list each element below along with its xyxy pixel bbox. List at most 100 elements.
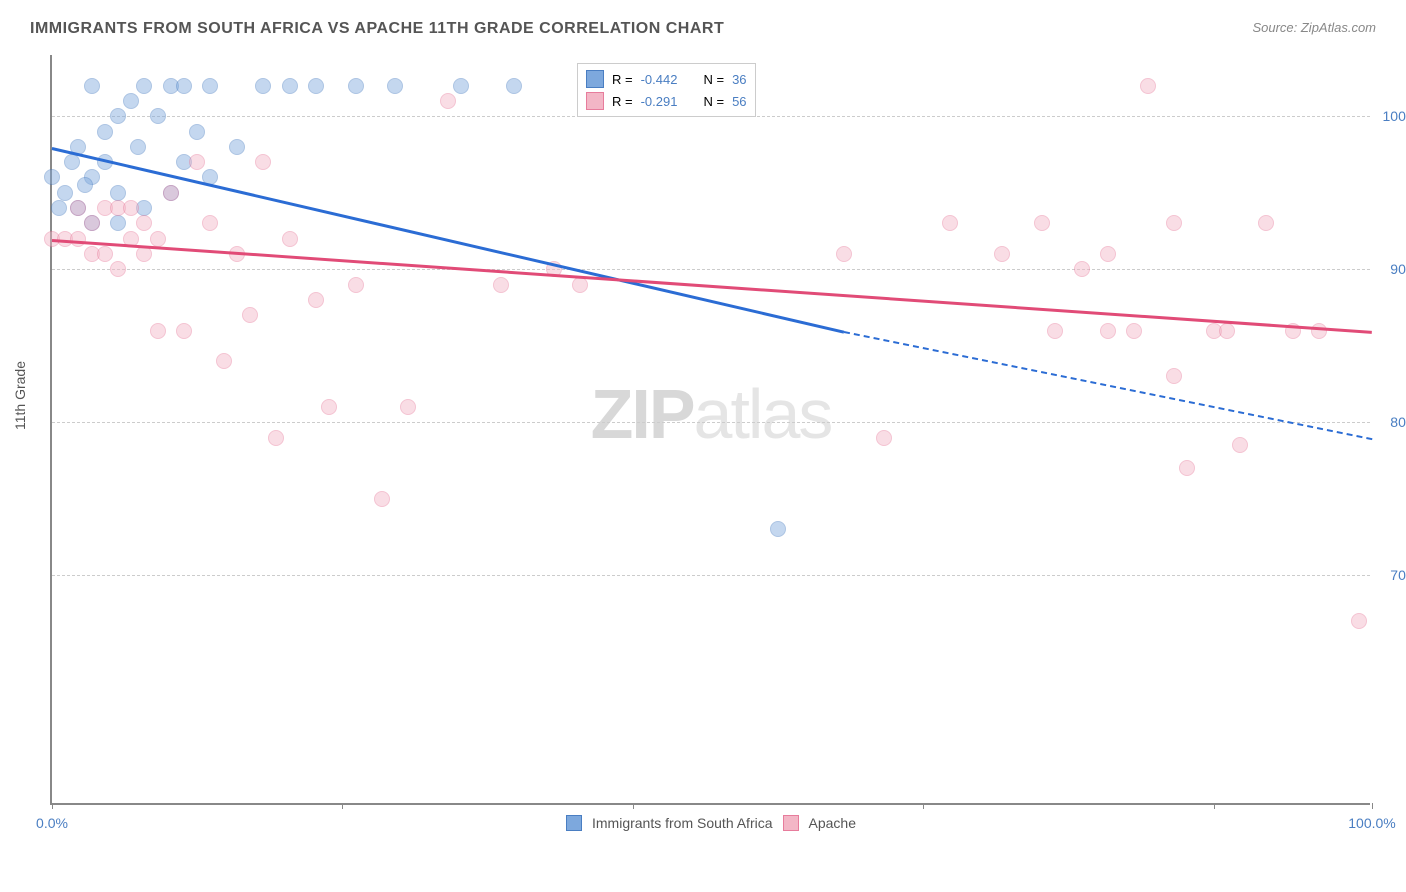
data-point <box>110 185 126 201</box>
data-point <box>506 78 522 94</box>
data-point <box>51 200 67 216</box>
data-point <box>321 399 337 415</box>
y-axis-label: 11th Grade <box>12 361 28 430</box>
data-point <box>176 323 192 339</box>
watermark: ZIPatlas <box>591 374 832 454</box>
data-point <box>110 108 126 124</box>
chart-title: IMMIGRANTS FROM SOUTH AFRICA VS APACHE 1… <box>30 20 724 38</box>
data-point <box>374 491 390 507</box>
data-point <box>123 93 139 109</box>
data-point <box>282 78 298 94</box>
data-point <box>282 231 298 247</box>
x-tick <box>1372 803 1373 809</box>
data-point <box>1074 261 1090 277</box>
data-point <box>70 231 86 247</box>
correlation-legend: R = -0.442 N = 36R = -0.291 N = 56 <box>577 63 756 117</box>
data-point <box>150 231 166 247</box>
data-point <box>163 185 179 201</box>
data-point <box>255 154 271 170</box>
gridline <box>52 116 1370 117</box>
legend-row: R =-0.291N =56 <box>586 90 747 112</box>
y-tick-label: 70.0% <box>1390 567 1406 583</box>
data-point <box>942 215 958 231</box>
x-tick <box>342 803 343 809</box>
data-point <box>770 521 786 537</box>
data-point <box>70 200 86 216</box>
data-point <box>84 215 100 231</box>
data-point <box>202 78 218 94</box>
data-point <box>136 215 152 231</box>
data-point <box>1219 323 1235 339</box>
data-point <box>216 353 232 369</box>
data-point <box>1166 368 1182 384</box>
x-tick <box>923 803 924 809</box>
data-point <box>44 169 60 185</box>
data-point <box>876 430 892 446</box>
legend-swatch <box>586 70 604 88</box>
data-point <box>348 277 364 293</box>
legend-r-label: R = <box>612 72 633 87</box>
data-point <box>400 399 416 415</box>
data-point <box>123 200 139 216</box>
y-tick-label: 100.0% <box>1383 108 1406 124</box>
data-point <box>1126 323 1142 339</box>
x-tick <box>1214 803 1215 809</box>
data-point <box>110 215 126 231</box>
data-point <box>229 139 245 155</box>
data-point <box>1258 215 1274 231</box>
legend-swatch <box>586 92 604 110</box>
data-point <box>308 78 324 94</box>
data-point <box>572 277 588 293</box>
x-tick <box>52 803 53 809</box>
data-point <box>453 78 469 94</box>
data-point <box>57 185 73 201</box>
legend-r-value: -0.442 <box>641 72 678 87</box>
data-point <box>493 277 509 293</box>
data-point <box>1232 437 1248 453</box>
plot-area: ZIPatlas R =-0.442N =36R =-0.291N =56 Im… <box>50 55 1370 805</box>
data-point <box>84 78 100 94</box>
data-point <box>1166 215 1182 231</box>
data-point <box>242 307 258 323</box>
data-point <box>136 78 152 94</box>
data-point <box>189 124 205 140</box>
legend-swatch <box>783 815 799 831</box>
x-tick-label: 100.0% <box>1348 815 1395 831</box>
data-point <box>77 177 93 193</box>
data-point <box>255 78 271 94</box>
data-point <box>1311 323 1327 339</box>
series-legend: Immigrants from South AfricaApache <box>566 815 856 831</box>
gridline <box>52 575 1370 576</box>
data-point <box>150 323 166 339</box>
legend-n-label: N = <box>703 94 724 109</box>
legend-r-value: -0.291 <box>641 94 678 109</box>
gridline <box>52 269 1370 270</box>
legend-n-value: 56 <box>732 94 746 109</box>
data-point <box>110 261 126 277</box>
source-credit: Source: ZipAtlas.com <box>1252 20 1376 35</box>
data-point <box>150 108 166 124</box>
gridline <box>52 422 1370 423</box>
legend-n-value: 36 <box>732 72 746 87</box>
y-tick-label: 90.0% <box>1390 261 1406 277</box>
x-tick-label: 0.0% <box>36 815 68 831</box>
data-point <box>64 154 80 170</box>
data-point <box>387 78 403 94</box>
data-point <box>836 246 852 262</box>
data-point <box>1100 246 1116 262</box>
data-point <box>440 93 456 109</box>
data-point <box>348 78 364 94</box>
data-point <box>1179 460 1195 476</box>
legend-n-label: N = <box>703 72 724 87</box>
data-point <box>202 215 218 231</box>
legend-swatch <box>566 815 582 831</box>
data-point <box>1034 215 1050 231</box>
data-point <box>268 430 284 446</box>
data-point <box>130 139 146 155</box>
legend-label: Apache <box>809 815 856 831</box>
legend-row: R = -0.442 N = 36 <box>586 68 747 90</box>
trend-line <box>52 147 845 333</box>
data-point <box>1047 323 1063 339</box>
data-point <box>97 124 113 140</box>
data-point <box>97 246 113 262</box>
